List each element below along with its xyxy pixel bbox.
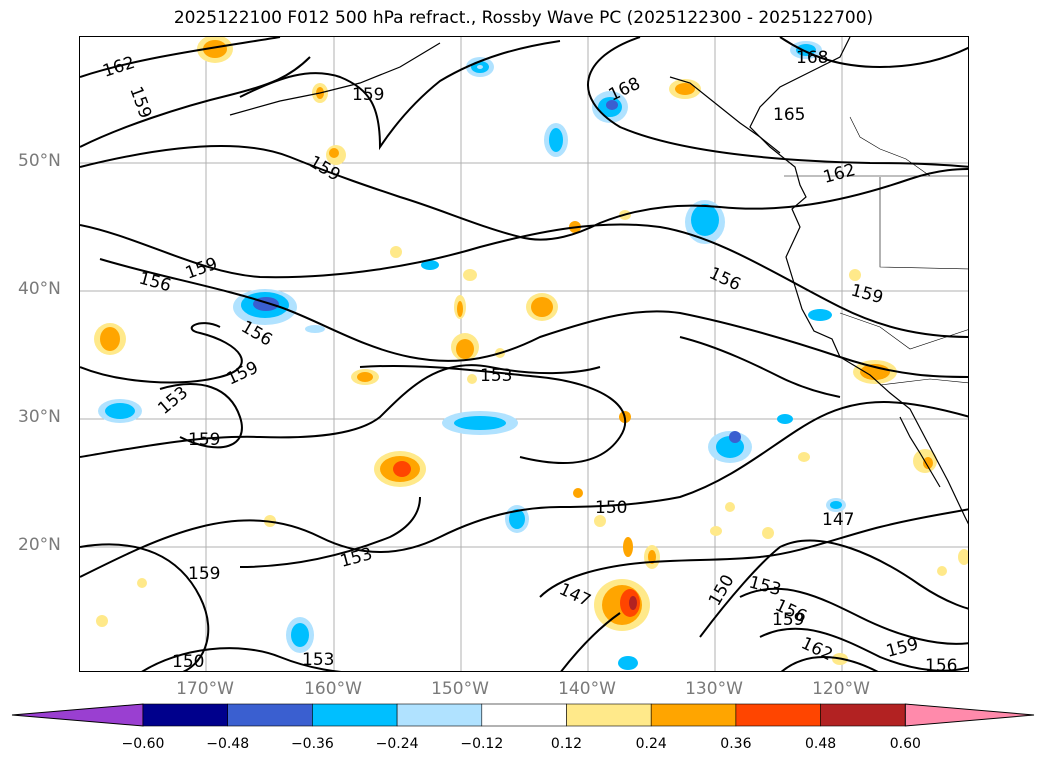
map-canvas: 162 159 159 168 168 165 159 162 156 159 … [80, 37, 968, 672]
contour-162-nw [80, 37, 281, 78]
contour-150 [80, 401, 968, 578]
contour-label: 162 [821, 160, 858, 188]
contour-label: 150 [172, 652, 204, 672]
contour-label: 159 [849, 281, 886, 309]
contour-label: 153 [302, 650, 334, 670]
contour-153-south [239, 496, 421, 568]
colorbar-segment [396, 703, 483, 727]
contour-162-se [781, 656, 879, 671]
contour-159-se [759, 627, 968, 671]
contour-147 [539, 508, 968, 598]
colorbar [11, 703, 1035, 727]
north-america-coast [749, 37, 968, 525]
contour-153-se [699, 539, 968, 638]
baja-coast [899, 416, 941, 488]
colorbar-tick-label: −0.48 [206, 736, 250, 752]
us-mexico-border [879, 378, 968, 386]
colorbar-extend-right [904, 703, 1035, 727]
contour-label: 159 [884, 634, 921, 662]
contour-label: 147 [822, 510, 854, 530]
contour-159-mid [80, 223, 968, 338]
contour-159-nw [80, 56, 311, 148]
lon-label-160w: 160°W [304, 679, 362, 699]
colorbar-segment [481, 703, 567, 727]
graticule [80, 37, 968, 671]
contour-159-sw [80, 543, 210, 671]
colorbar-segment [566, 703, 652, 727]
contour-156-east [679, 336, 841, 398]
aleutian-chain [229, 42, 441, 116]
contour-label: 165 [773, 105, 805, 125]
colorbar-segment [142, 703, 228, 727]
colorbar-tick-label: −0.36 [290, 736, 334, 752]
contour-165 [587, 37, 968, 168]
contour-label: 162 [100, 53, 137, 82]
contour-label: 156 [925, 656, 957, 672]
contour-153-center [359, 364, 627, 464]
map-title: 2025122100 F012 500 hPa refract., Rossby… [173, 8, 874, 28]
contour-153-west [159, 383, 243, 449]
colorbar-tick-label: 0.24 [635, 736, 667, 752]
contour-label: 156 [137, 269, 174, 297]
bc-border [849, 116, 931, 177]
colorbar-tick-label: −0.60 [121, 736, 165, 752]
contour-label: 150 [595, 498, 627, 518]
contour-159-center [80, 364, 601, 458]
contour-label: 168 [796, 48, 828, 68]
lon-label-120w: 120°W [812, 679, 870, 699]
colorbar-tick-label: −0.24 [375, 736, 419, 752]
contour-label: 159 [188, 430, 220, 450]
lon-label-130w: 130°W [685, 679, 743, 699]
contour-156-se [739, 587, 968, 645]
colorbar-segment [735, 703, 821, 727]
lon-label-140w: 140°W [558, 679, 616, 699]
contour-168 [779, 37, 968, 69]
contour-label: 159 [125, 84, 155, 121]
contour-147-south [560, 612, 621, 671]
lat-label-50n: 50°N [18, 151, 61, 171]
colorbar-tick-label: 0.48 [805, 736, 837, 752]
contour-label: 156 [706, 263, 744, 295]
colorbar-segment [312, 703, 398, 727]
contour-150-south [141, 647, 342, 671]
lat-label-40n: 40°N [18, 279, 61, 299]
contour-label-group: 162 159 159 168 168 165 159 162 156 159 … [100, 48, 957, 672]
coastlines [229, 37, 968, 525]
colorbar-segments [11, 703, 1035, 727]
lat-label-30n: 30°N [18, 407, 61, 427]
colorbar-segment [820, 703, 906, 727]
contour-label: 153 [480, 366, 512, 386]
colorbar-tick-label: 0.60 [889, 736, 921, 752]
contour-label: 153 [747, 573, 784, 601]
contour-label: 159 [352, 85, 384, 105]
colorbar-segment [227, 703, 313, 727]
state-borders-south [839, 312, 968, 350]
colorbar-tick-label: 0.36 [720, 736, 752, 752]
colorbar-extend-left [11, 703, 144, 727]
lat-label-20n: 20°N [18, 535, 61, 555]
colorbar-tick-label: 0.12 [550, 736, 583, 752]
lon-label-170w: 170°W [176, 679, 234, 699]
contour-label: 159 [772, 610, 804, 630]
alaska-panhandle-coast [669, 76, 781, 154]
contour-label: 159 [224, 358, 262, 390]
contour-label: 153 [338, 544, 375, 572]
colorbar-tick-label: −0.12 [460, 736, 504, 752]
political-borders [784, 116, 968, 386]
contour-159-west [80, 322, 243, 384]
contour-lines [80, 37, 968, 671]
contour-156 [99, 258, 968, 378]
colorbar-segment [650, 703, 737, 727]
contour-label: 159 [183, 254, 220, 284]
map-panel: 162 159 159 168 168 165 159 162 156 159 … [79, 36, 969, 672]
state-borders [879, 177, 968, 270]
contour-label: 159 [188, 564, 220, 584]
contour-label: 150 [705, 571, 739, 609]
lon-label-150w: 150°W [431, 679, 489, 699]
contour-159-aleutian [239, 40, 561, 151]
contour-162-main [80, 145, 968, 241]
